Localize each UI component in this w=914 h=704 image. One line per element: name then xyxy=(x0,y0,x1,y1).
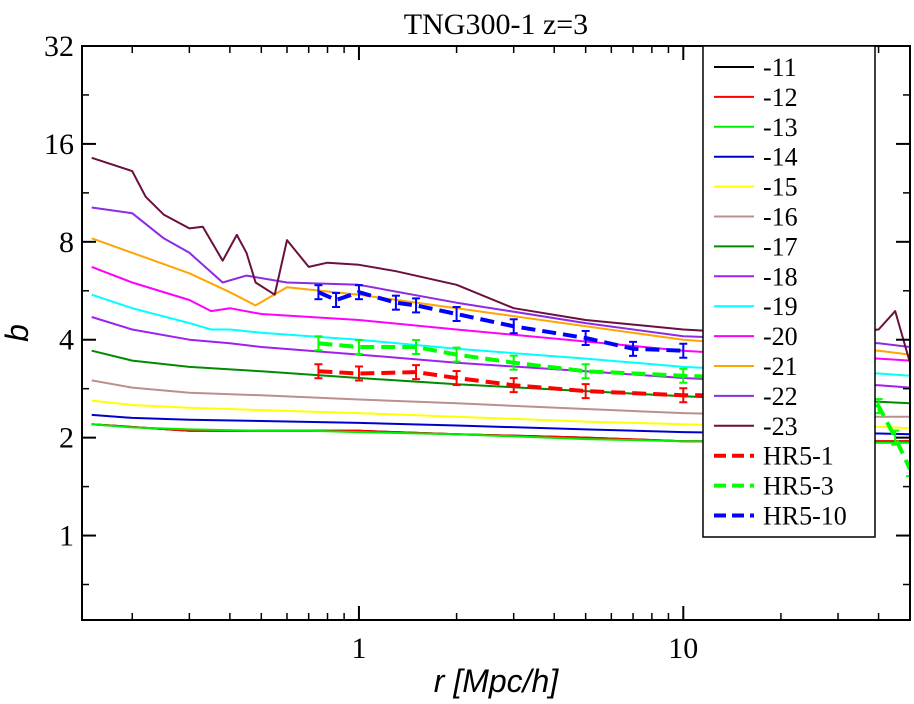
error-bar xyxy=(906,461,910,478)
y-tick-label: 4 xyxy=(59,324,74,357)
x-tick-label: 1 xyxy=(351,632,366,665)
error-bar xyxy=(412,364,421,381)
legend-label: -16 xyxy=(763,203,798,232)
legend-entry: -22 xyxy=(714,382,798,411)
error-bar xyxy=(412,297,421,314)
series-line-15 xyxy=(317,290,684,353)
y-tick-label: 1 xyxy=(59,520,74,553)
legend-entry: -12 xyxy=(714,83,798,112)
legend-entry: -15 xyxy=(714,173,798,202)
error-bar xyxy=(891,429,900,446)
error-bar xyxy=(314,335,323,352)
y-tick-label: 32 xyxy=(44,30,74,63)
error-bar xyxy=(452,305,461,322)
legend-label: -21 xyxy=(763,352,798,381)
error-bar xyxy=(332,291,341,308)
legend-label: -14 xyxy=(763,143,798,172)
y-axis-label: b xyxy=(0,324,35,342)
error-bar xyxy=(412,338,421,355)
legend-label: -19 xyxy=(763,292,798,321)
legend-entry: -23 xyxy=(714,412,798,441)
error-bar xyxy=(314,284,323,301)
legend-label: HR5-1 xyxy=(763,442,834,471)
legend-label: -13 xyxy=(763,113,798,142)
legend: -11-12-13-14-15-16-17-18-19-20-21-22-23H… xyxy=(702,45,876,538)
series-line-13 xyxy=(318,369,741,398)
legend-label: HR5-3 xyxy=(763,472,834,501)
error-bar xyxy=(581,383,590,400)
axis-ticks: 1 10 1 2 4 8 16 32 xyxy=(44,30,910,665)
legend-label: -23 xyxy=(763,412,798,441)
legend-entry: HR5-3 xyxy=(714,472,834,501)
legend-entry: -19 xyxy=(714,292,798,321)
error-bar xyxy=(679,342,688,359)
legend-label: -15 xyxy=(763,173,798,202)
error-bar xyxy=(354,338,363,355)
legend-box xyxy=(702,45,876,538)
y-tick-label: 2 xyxy=(59,422,74,455)
error-bar xyxy=(581,363,590,380)
error-bar xyxy=(581,329,590,346)
error-bar xyxy=(509,354,518,371)
chart-title: TNG300-1 z=3 xyxy=(404,8,588,41)
error-bar xyxy=(509,318,518,335)
error-bar xyxy=(354,284,363,301)
error-bar xyxy=(629,340,638,357)
error-bar xyxy=(391,294,400,311)
legend-label: -11 xyxy=(763,53,797,82)
legend-entry: -16 xyxy=(714,203,798,232)
legend-label: HR5-10 xyxy=(763,502,847,531)
legend-label: -18 xyxy=(763,262,798,291)
error-bar xyxy=(679,367,688,384)
legend-entry: -18 xyxy=(714,262,798,291)
error-bar xyxy=(452,346,461,363)
plot-frame xyxy=(81,45,911,621)
legend-entry: HR5-1 xyxy=(714,442,834,471)
error-bar xyxy=(452,370,461,387)
error-bar xyxy=(874,398,883,415)
legend-label: -20 xyxy=(763,322,798,351)
legend-entry: -20 xyxy=(714,322,798,351)
legend-entry: -11 xyxy=(714,53,797,82)
x-axis-label: r [Mpc/h] xyxy=(434,663,560,699)
legend-label: -12 xyxy=(763,83,798,112)
legend-entry: -14 xyxy=(714,143,798,172)
y-tick-label: 16 xyxy=(44,128,74,161)
legend-label: -17 xyxy=(763,232,798,261)
error-bar xyxy=(354,365,363,382)
legend-entry: -13 xyxy=(714,113,798,142)
error-bar xyxy=(509,377,518,394)
error-bar xyxy=(314,363,323,380)
legend-entry: HR5-10 xyxy=(714,502,847,531)
legend-label: -22 xyxy=(763,382,798,411)
y-tick-label: 8 xyxy=(59,226,74,259)
legend-entry: -17 xyxy=(714,232,798,261)
x-tick-label: 10 xyxy=(668,632,698,665)
error-bar xyxy=(679,387,688,404)
legend-entry: -21 xyxy=(714,352,798,381)
